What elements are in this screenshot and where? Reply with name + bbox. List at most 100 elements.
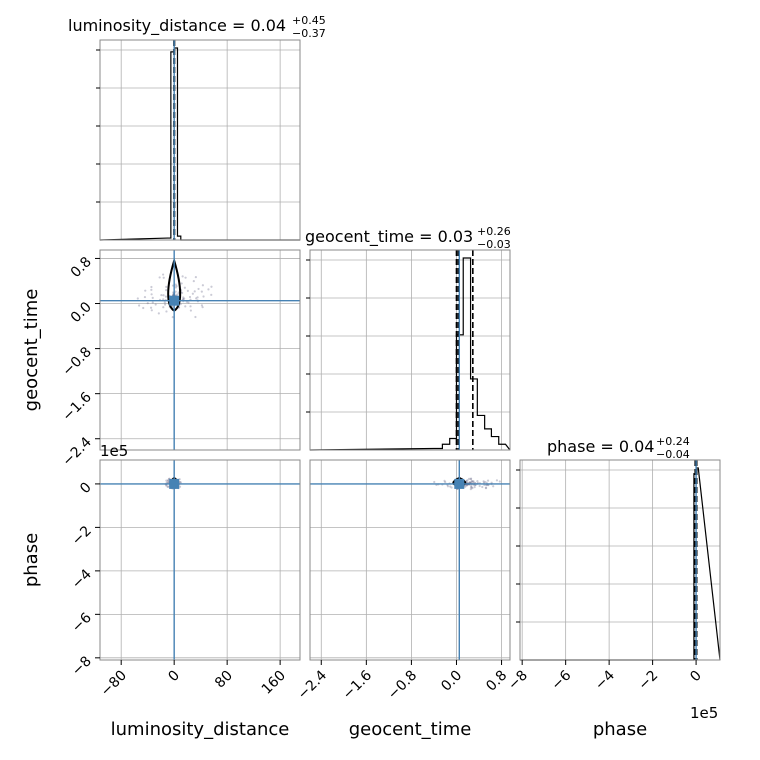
sample-point (465, 484, 468, 487)
sample-point (151, 301, 154, 304)
x-tick-label-phase: 0 (687, 668, 705, 686)
sample-point (178, 485, 182, 488)
sample-point (210, 293, 213, 296)
sample-point (470, 480, 473, 483)
sample-point (194, 276, 197, 279)
x-offset-phase: 1e5 (690, 704, 718, 722)
sample-point (473, 486, 476, 489)
sample-point (181, 275, 184, 278)
sample-point (470, 479, 474, 483)
y-tick-label-phase: −4 (69, 566, 95, 592)
sample-point (469, 488, 472, 491)
sample-point (166, 485, 169, 488)
sample-point (175, 285, 178, 288)
sample-point (471, 486, 474, 490)
sample-point (179, 481, 182, 484)
truth-marker-luminosity-distance-phase (169, 478, 180, 489)
panel-2-1-frame (309, 459, 511, 661)
sample-point (482, 480, 485, 483)
sample-point (174, 286, 177, 289)
xlabel-geocent-time: geocent_time (349, 719, 472, 740)
title-phase-minus: −0.04 (656, 448, 690, 461)
sample-point (186, 289, 189, 292)
sample-point (484, 480, 487, 484)
y-tick-label-geocent-time: −0.8 (59, 344, 94, 379)
sample-point (193, 290, 196, 293)
sample-point (476, 480, 479, 483)
ylabel-geocent-time: geocent_time (21, 289, 42, 412)
sample-point (143, 295, 147, 299)
sample-point (210, 285, 213, 288)
sample-point (433, 480, 436, 484)
hist-geocent-time (309, 257, 511, 451)
sample-point (468, 481, 471, 484)
sample-point (201, 284, 204, 287)
sample-point (189, 309, 192, 312)
sample-point (481, 485, 484, 489)
sample-point (498, 480, 501, 483)
sample-point (158, 276, 161, 279)
x-tick-label-geocent-time: −2.4 (295, 667, 330, 702)
xlabel-phase: phase (593, 719, 647, 740)
y-tick-label-phase: −2 (69, 523, 95, 549)
sample-point (469, 477, 473, 480)
sample-point (162, 294, 165, 297)
sample-point (164, 303, 167, 306)
x-tick-label-geocent-time: 0.0 (438, 668, 465, 695)
sample-point (470, 486, 473, 489)
x-tick-label-phase: −2 (636, 668, 662, 694)
sample-point (197, 287, 200, 291)
sample-point (167, 485, 170, 488)
title-luminosity-distance-plus: +0.45 (292, 14, 326, 27)
sample-point (469, 486, 473, 489)
sample-point (142, 306, 145, 310)
sample-point (200, 304, 204, 307)
sample-point (165, 479, 168, 482)
sample-point (443, 479, 446, 482)
sample-point (191, 292, 194, 295)
x-tick-label-luminosity-distance: 160 (259, 668, 289, 698)
sample-point (484, 487, 488, 490)
sample-point (194, 315, 197, 319)
title-geocent-time-plus: +0.26 (477, 225, 511, 238)
x-tick-label-phase: −8 (505, 668, 531, 694)
sample-point (182, 296, 185, 299)
ylabel-phase: phase (21, 533, 42, 587)
sample-point (189, 305, 192, 308)
sample-point (165, 285, 168, 289)
sample-point (188, 295, 192, 299)
sample-point (446, 485, 450, 488)
sample-point (178, 480, 182, 484)
sample-point (160, 293, 163, 297)
sample-point (449, 485, 452, 488)
sample-point (196, 296, 199, 299)
panel-1-1-frame (309, 249, 511, 451)
sample-point (146, 302, 149, 305)
title-luminosity-distance-minus: −0.37 (292, 27, 326, 40)
sample-point (482, 481, 486, 484)
sample-point (200, 290, 203, 293)
sample-point (157, 312, 160, 315)
sample-point (450, 486, 453, 489)
title-geocent-time: geocent_time = 0.03 (305, 227, 473, 247)
sample-point (465, 479, 468, 483)
sample-point (166, 481, 169, 484)
sample-point (138, 304, 141, 307)
sample-point (144, 289, 147, 292)
xlabel-luminosity-distance: luminosity_distance (111, 719, 290, 740)
sample-point (484, 486, 488, 489)
sample-point (192, 280, 195, 283)
panel-2-0-frame (99, 459, 301, 661)
hist-phase (520, 467, 721, 661)
sample-point (174, 283, 177, 286)
panel-2-2-frame (519, 459, 721, 661)
sample-point (149, 306, 153, 309)
sample-point (464, 485, 467, 488)
sample-point (154, 303, 157, 306)
sample-point (165, 310, 168, 313)
x-tick-label-luminosity-distance: 0 (165, 668, 183, 686)
y-tick-label-geocent-time: 0.8 (68, 254, 95, 281)
sample-point (184, 276, 187, 279)
title-phase-plus: +0.24 (656, 435, 690, 448)
y-tick-label-phase: −6 (69, 610, 95, 636)
